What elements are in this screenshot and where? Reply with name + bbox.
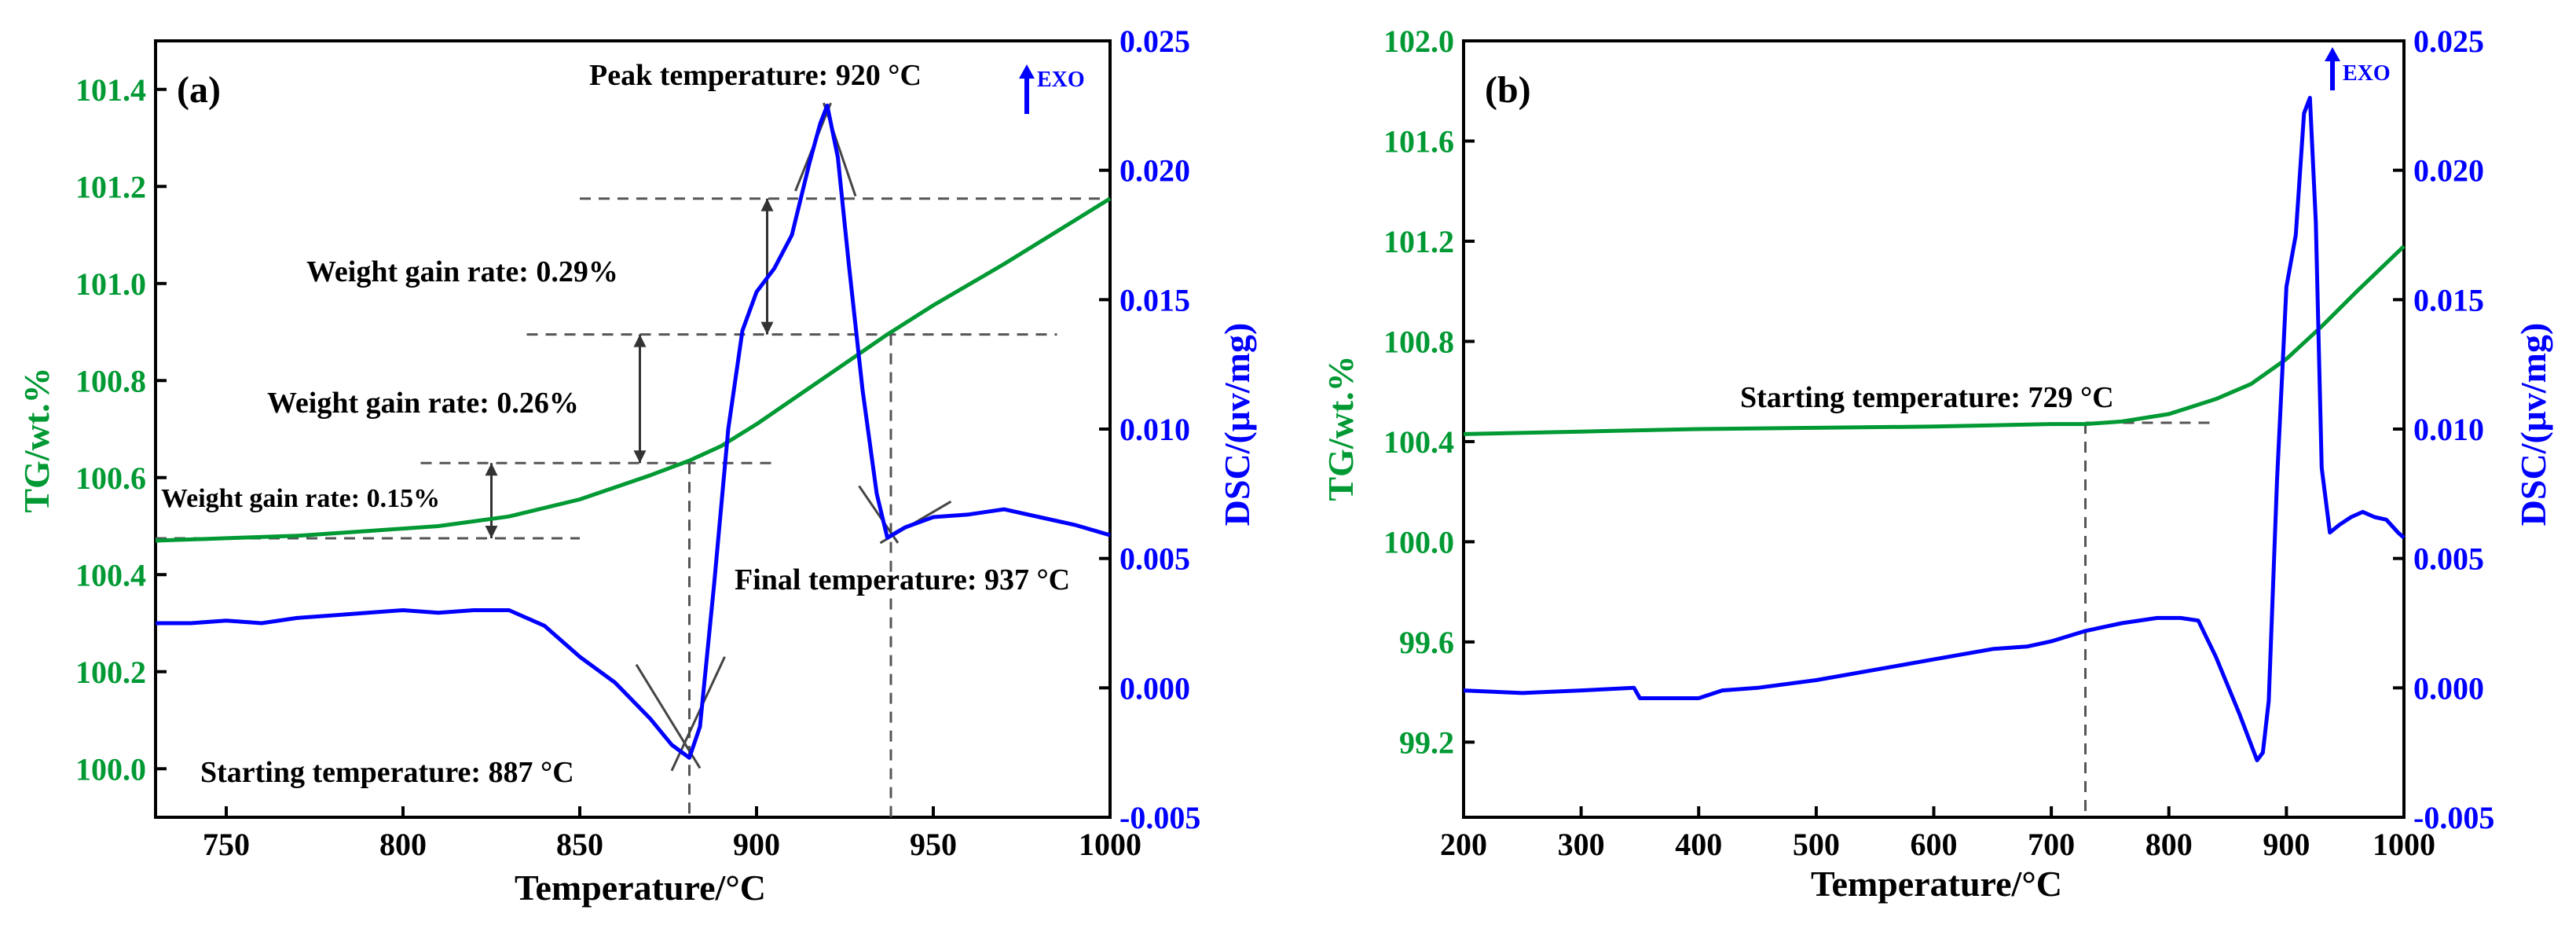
y-right-tick-label: 0.020	[2413, 153, 2484, 189]
x-tick-label: 1000	[1079, 827, 1141, 862]
panel-a-series	[155, 103, 1112, 760]
x-tick-label: 200	[1440, 827, 1487, 862]
panel-b-label: (b)	[1485, 69, 1531, 111]
y-left-tick-label: 100.0	[75, 751, 146, 787]
annotation-weight-gain-015: Weight gain rate: 0.15%	[161, 484, 440, 513]
x-tick-label: 800	[379, 827, 427, 862]
arrow-weight-gain-026-head-top	[633, 334, 647, 347]
y-right-tick-label: 0.015	[2413, 282, 2484, 317]
x-tick-label: 800	[2145, 827, 2193, 862]
y-left-tick-label: 99.6	[1399, 625, 1454, 660]
panel-b-xlabel: Temperature/°C	[1811, 864, 2062, 904]
annotation-starting-temperature-a: Starting temperature: 887 °C	[200, 756, 574, 789]
y-left-tick-label: 100.2	[75, 655, 146, 690]
panel-a: 750 800 850 900 950 1000 100.0 100.2 100.4 100.6 1…	[16, 24, 1257, 908]
y-left-tick-label: 100.8	[1383, 324, 1454, 359]
x-tick-label: 1000	[2373, 827, 2435, 862]
arrow-weight-gain-029-head-top	[760, 198, 774, 211]
y-left-tick-label: 101.0	[75, 266, 146, 302]
y-right-tick-label: 0.010	[1119, 412, 1190, 447]
panel-b-series	[1463, 96, 2406, 762]
series-line-dsc	[1463, 96, 2406, 762]
x-tick-label: 400	[1675, 827, 1722, 862]
annotation-weight-gain-029: Weight gain rate: 0.29%	[306, 255, 618, 288]
y-left-tick-label: 101.2	[1383, 224, 1454, 259]
x-tick-label: 600	[1911, 827, 1958, 862]
panel-a-ylabel-right: DSC/(μv/mg)	[1217, 323, 1257, 527]
y-right-tick-label: 0.010	[2413, 412, 2484, 447]
y-left-tick-label: 102.0	[1383, 24, 1454, 59]
tangent-start-left	[635, 663, 702, 769]
exo-arrowhead-icon	[2325, 47, 2340, 61]
arrow-weight-gain-015-head-bottom	[485, 525, 498, 538]
x-tick-label: 750	[203, 827, 250, 862]
panel-a-exo-marker: EXO	[1019, 64, 1085, 114]
arrow-weight-gain-029-head-bottom	[760, 321, 774, 335]
y-left-tick-label: 101.2	[75, 169, 146, 204]
y-right-tick-label: -0.005	[1119, 800, 1200, 835]
y-left-tick-label: 101.6	[1383, 123, 1454, 159]
y-right-tick-label: 0.000	[2413, 670, 2484, 706]
panel-b-ylabel-left: TG/wt.%	[1321, 355, 1361, 501]
panel-a-xlabel: Temperature/°C	[515, 868, 766, 908]
x-tick-label: 700	[2028, 827, 2075, 862]
y-left-tick-label: 101.4	[75, 72, 146, 108]
y-right-tick-label: -0.005	[2413, 800, 2494, 835]
panel-a-ylabel-left: TG/wt.%	[16, 367, 57, 512]
panel-b-ticks: 200 300 400 500 600 700 800 900 1000 99.2 99.6 100.…	[1383, 24, 2494, 862]
y-right-tick-label: 0.000	[1119, 670, 1190, 706]
series-line-dsc	[156, 103, 1111, 760]
y-left-tick-label: 100.6	[75, 460, 146, 496]
y-left-tick-label: 99.2	[1399, 725, 1454, 760]
y-right-tick-label: 0.005	[2413, 541, 2484, 577]
x-tick-label: 900	[2263, 827, 2310, 862]
y-right-tick-label: 0.015	[1119, 282, 1190, 317]
plot-frame	[1462, 39, 2406, 819]
panel-a-ticks: 750 800 850 900 950 1000 100.0 100.2 100.4 100.6 1…	[75, 24, 1200, 862]
annotation-final-temperature: Final temperature: 937 °C	[735, 563, 1070, 596]
y-right-tick-label: 0.025	[2413, 24, 2484, 59]
annotation-weight-gain-026: Weight gain rate: 0.26%	[267, 387, 579, 420]
x-tick-label: 500	[1793, 827, 1840, 862]
x-tick-label: 950	[910, 827, 957, 862]
panel-b-ylabel-right: DSC/(μv/mg)	[2513, 323, 2553, 527]
annotation-starting-temperature-b: Starting temperature: 729 °C	[1740, 381, 2114, 414]
x-tick-label: 850	[556, 827, 603, 862]
panel-a-guide-lines	[156, 102, 1110, 817]
panel-b-axes-frame	[1462, 39, 2406, 819]
panel-b-exo-label: EXO	[2343, 61, 2391, 86]
series-line-tg	[1463, 244, 2406, 436]
panel-b-exo-marker: EXO	[2325, 47, 2391, 90]
y-right-tick-label: 0.005	[1119, 541, 1190, 577]
arrow-weight-gain-015-head-top	[485, 463, 498, 476]
series-line-tg	[155, 196, 1112, 543]
tangent-start-right	[670, 656, 726, 772]
y-left-tick-label: 100.0	[1383, 524, 1454, 560]
x-tick-label: 900	[733, 827, 780, 862]
panel-b: 200 300 400 500 600 700 800 900 1000 99.2 99.6 100.…	[1321, 24, 2553, 904]
exo-arrowhead-icon	[1019, 64, 1035, 79]
y-right-tick-label: 0.020	[1119, 153, 1190, 189]
x-tick-label: 300	[1558, 827, 1605, 862]
annotation-peak-temperature: Peak temperature: 920 °C	[589, 59, 922, 92]
y-left-tick-label: 100.8	[75, 363, 146, 398]
y-left-tick-label: 100.4	[75, 557, 146, 593]
y-left-tick-label: 100.4	[1383, 424, 1454, 460]
panel-a-label: (a)	[177, 69, 221, 111]
arrow-weight-gain-026-head-bottom	[633, 450, 647, 464]
panel-a-exo-label: EXO	[1037, 68, 1085, 92]
y-right-tick-label: 0.025	[1119, 24, 1190, 59]
